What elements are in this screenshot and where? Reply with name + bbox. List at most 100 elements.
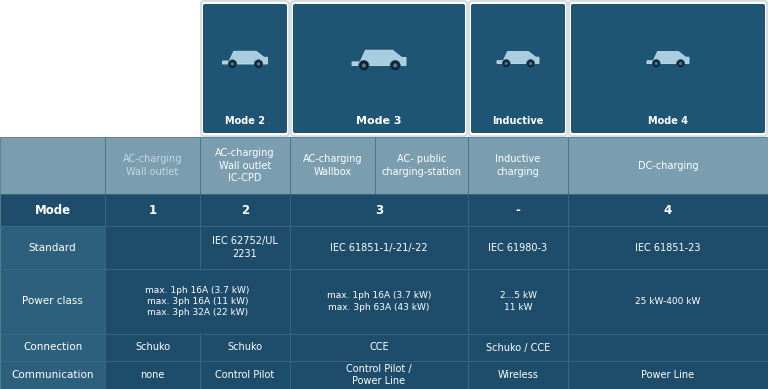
FancyBboxPatch shape: [469, 1, 567, 136]
Text: IEC 61980-3: IEC 61980-3: [488, 242, 548, 252]
Text: CCE: CCE: [369, 342, 389, 352]
Bar: [468, 226, 568, 269]
Polygon shape: [223, 51, 267, 64]
Text: 2...5 kW
11 kW: 2...5 kW 11 kW: [499, 291, 537, 312]
Circle shape: [228, 60, 237, 68]
Bar: [0, 137, 105, 194]
Bar: [0, 269, 105, 334]
Bar: [568, 137, 768, 194]
Bar: [568, 194, 768, 226]
Text: none: none: [141, 370, 164, 380]
Bar: [290, 269, 468, 334]
Text: Inductive: Inductive: [492, 116, 544, 126]
Circle shape: [257, 62, 260, 66]
Bar: [290, 137, 375, 194]
Bar: [0, 194, 105, 226]
Bar: [105, 334, 200, 361]
Bar: [290, 334, 468, 361]
FancyBboxPatch shape: [471, 4, 565, 133]
Text: Power class: Power class: [22, 296, 83, 307]
Text: Inductive
charging: Inductive charging: [495, 154, 541, 177]
Circle shape: [502, 60, 510, 67]
Circle shape: [390, 60, 400, 70]
Bar: [0, 226, 105, 269]
Bar: [105, 137, 200, 194]
Text: Communication: Communication: [12, 370, 94, 380]
Polygon shape: [647, 52, 689, 63]
Bar: [0, 361, 105, 389]
Polygon shape: [352, 50, 406, 65]
Text: IEC 61851-23: IEC 61851-23: [635, 242, 700, 252]
Bar: [568, 334, 768, 361]
FancyBboxPatch shape: [203, 4, 287, 133]
Bar: [200, 334, 290, 361]
Text: Schuko / CCE: Schuko / CCE: [486, 342, 550, 352]
Text: 4: 4: [664, 203, 672, 217]
Bar: [200, 226, 290, 269]
Text: 2: 2: [241, 203, 249, 217]
Text: -: -: [515, 203, 521, 217]
Text: DC-charging: DC-charging: [637, 161, 698, 170]
Text: Standard: Standard: [28, 242, 76, 252]
Text: AC-charging
Wall outlet: AC-charging Wall outlet: [123, 154, 182, 177]
Bar: [105, 269, 290, 334]
Bar: [200, 361, 290, 389]
Text: IEC 62752/UL
2231: IEC 62752/UL 2231: [212, 236, 278, 259]
Text: Connection: Connection: [23, 342, 82, 352]
Bar: [105, 361, 200, 389]
Text: Mode 4: Mode 4: [648, 116, 688, 126]
Circle shape: [230, 62, 234, 66]
FancyBboxPatch shape: [293, 4, 465, 133]
FancyBboxPatch shape: [201, 1, 289, 136]
Bar: [568, 361, 768, 389]
Circle shape: [677, 60, 684, 67]
Text: Wireless: Wireless: [498, 370, 538, 380]
Bar: [200, 137, 290, 194]
Text: Schuko: Schuko: [227, 342, 263, 352]
Circle shape: [652, 60, 660, 67]
Circle shape: [393, 63, 397, 68]
Text: Control Pilot /
Power Line: Control Pilot / Power Line: [346, 364, 412, 386]
Text: Power Line: Power Line: [641, 370, 694, 380]
Text: Mode 3: Mode 3: [356, 116, 402, 126]
Bar: [468, 137, 568, 194]
Text: AC- public
charging-station: AC- public charging-station: [382, 154, 462, 177]
Circle shape: [679, 62, 682, 65]
Text: 1: 1: [148, 203, 157, 217]
Bar: [568, 226, 768, 269]
Bar: [0, 0, 200, 137]
Text: Mode: Mode: [35, 203, 71, 217]
Polygon shape: [497, 52, 539, 63]
Text: max. 1ph 16A (3.7 kW)
max. 3ph 63A (43 kW): max. 1ph 16A (3.7 kW) max. 3ph 63A (43 k…: [327, 291, 431, 312]
Bar: [290, 194, 468, 226]
FancyBboxPatch shape: [571, 4, 765, 133]
Bar: [105, 194, 200, 226]
Text: Schuko: Schuko: [135, 342, 170, 352]
Bar: [468, 334, 568, 361]
Bar: [468, 269, 568, 334]
Bar: [290, 226, 468, 269]
Text: max. 1ph 16A (3.7 kW)
max. 3ph 16A (11 kW)
max. 3ph 32A (22 kW): max. 1ph 16A (3.7 kW) max. 3ph 16A (11 k…: [145, 286, 250, 317]
Bar: [468, 194, 568, 226]
Text: AC-charging
Wall outlet
IC-CPD: AC-charging Wall outlet IC-CPD: [215, 148, 275, 183]
Circle shape: [527, 60, 535, 67]
Text: 3: 3: [375, 203, 383, 217]
Circle shape: [654, 62, 658, 65]
Circle shape: [362, 63, 366, 68]
Circle shape: [505, 62, 508, 65]
Bar: [0, 334, 105, 361]
Text: IEC 61851-1/-21/-22: IEC 61851-1/-21/-22: [330, 242, 428, 252]
Text: 25 kW-400 kW: 25 kW-400 kW: [635, 297, 700, 306]
Text: Mode 2: Mode 2: [225, 116, 265, 126]
Bar: [375, 137, 468, 194]
Circle shape: [359, 60, 369, 70]
Bar: [105, 226, 200, 269]
Text: Control Pilot: Control Pilot: [215, 370, 275, 380]
Circle shape: [254, 60, 263, 68]
FancyBboxPatch shape: [569, 1, 767, 136]
Bar: [468, 361, 568, 389]
Circle shape: [529, 62, 532, 65]
Bar: [200, 194, 290, 226]
FancyBboxPatch shape: [291, 1, 467, 136]
Text: AC-charging
Wallbox: AC-charging Wallbox: [303, 154, 362, 177]
